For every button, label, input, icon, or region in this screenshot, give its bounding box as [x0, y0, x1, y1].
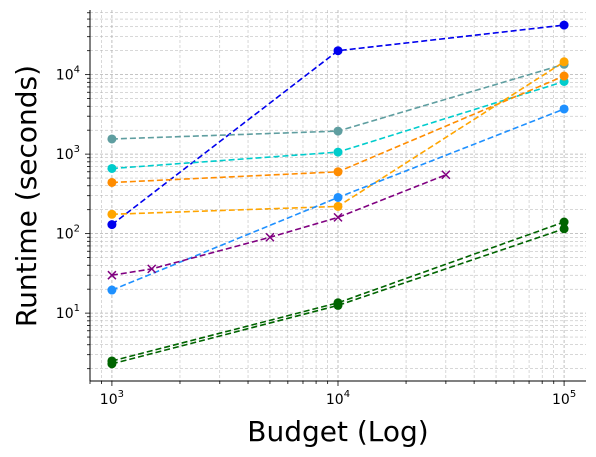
data-point	[333, 300, 343, 310]
series-group	[107, 20, 569, 369]
data-point	[559, 104, 569, 114]
data-point	[107, 285, 117, 295]
series-7	[107, 170, 451, 280]
data-point-x-marker	[441, 170, 451, 180]
data-point	[559, 217, 569, 227]
x-tick-label: 103	[100, 389, 124, 408]
data-point-x-marker	[333, 212, 343, 222]
series-line	[111, 174, 447, 276]
y-tick-label: 104	[56, 65, 80, 84]
data-point	[559, 71, 569, 81]
y-tick-label: 102	[56, 224, 80, 243]
series-line	[111, 24, 565, 226]
data-point	[107, 163, 117, 173]
data-point	[107, 209, 117, 219]
x-axis-title: Budget (Log)	[247, 415, 428, 448]
x-tick-label: 105	[552, 389, 576, 408]
series-line	[111, 228, 565, 365]
data-point	[333, 46, 343, 56]
data-point	[107, 359, 117, 369]
series-4	[107, 71, 569, 187]
series-1	[107, 20, 569, 230]
data-point	[333, 147, 343, 157]
x-tick-label: 104	[326, 389, 350, 408]
data-point	[107, 177, 117, 187]
data-point-x-marker	[107, 270, 117, 280]
series-9	[107, 224, 569, 369]
data-point	[333, 201, 343, 211]
series-5	[107, 57, 569, 219]
y-tick-label: 101	[56, 303, 80, 322]
data-point	[333, 192, 343, 202]
data-point	[559, 224, 569, 234]
data-point	[559, 57, 569, 67]
data-point	[333, 126, 343, 136]
data-point-x-marker	[265, 232, 275, 242]
data-point	[107, 134, 117, 144]
y-axis-title: Runtime (seconds)	[10, 65, 43, 327]
data-point	[333, 167, 343, 177]
data-point	[559, 20, 569, 30]
y-tick-label: 103	[56, 144, 80, 163]
series-line	[111, 221, 565, 362]
data-point-x-marker	[147, 264, 157, 274]
data-point	[107, 220, 117, 230]
ticks: 103 104 105 101 102 103 104	[56, 12, 576, 408]
